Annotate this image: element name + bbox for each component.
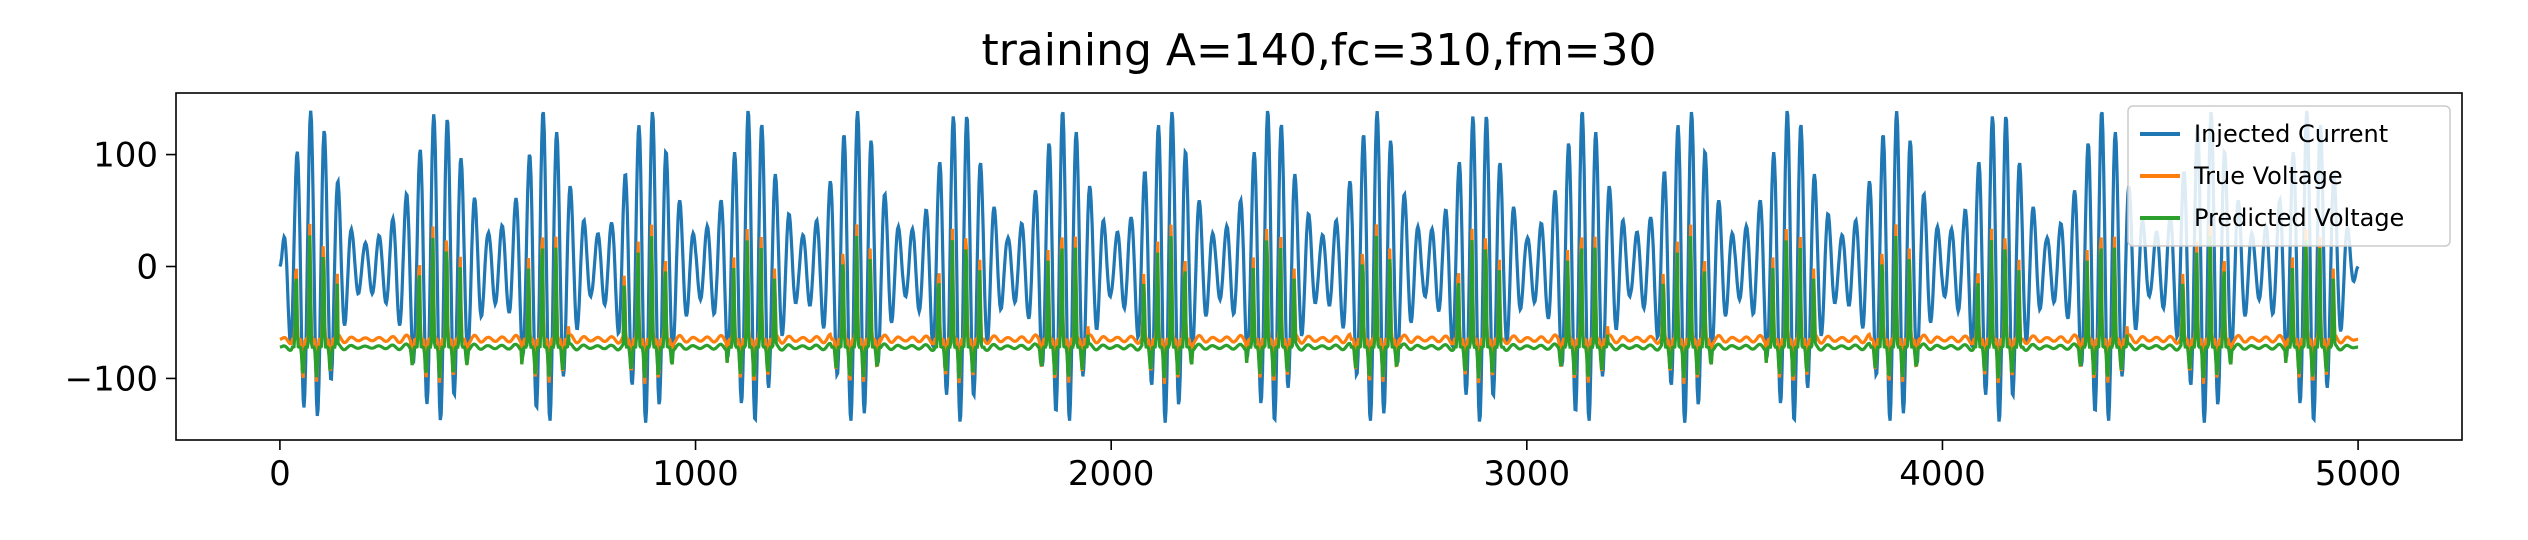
- legend: Injected Current True Voltage Predicted Vo…: [2127, 105, 2451, 247]
- x-tick-label: 2000: [1068, 454, 1155, 494]
- y-tick-label: 100: [93, 136, 158, 176]
- legend-label: Injected Current: [2194, 120, 2388, 148]
- legend-label: Predicted Voltage: [2194, 204, 2404, 232]
- legend-label: True Voltage: [2193, 162, 2343, 190]
- x-axis: 0 1000 2000 3000 4000 5000: [269, 440, 2401, 494]
- x-tick-label: 4000: [1899, 454, 1986, 494]
- x-tick-label: 1000: [652, 454, 739, 494]
- series-line-injected-current: [278, 110, 2360, 424]
- plot-area: [175, 92, 2463, 441]
- chart-title: training A=140,fc=310,fm=30: [981, 25, 1656, 76]
- x-tick-label: 5000: [2315, 454, 2402, 494]
- y-axis: −100 0 100: [65, 136, 176, 399]
- x-tick-label: 0: [269, 454, 291, 494]
- series-group: [278, 110, 2360, 424]
- x-tick-label: 3000: [1484, 454, 1571, 494]
- y-tick-label: −100: [65, 359, 158, 399]
- y-tick-label: 0: [136, 248, 158, 288]
- legend-box: [2127, 105, 2451, 247]
- series-line-predicted-voltage: [279, 235, 2359, 379]
